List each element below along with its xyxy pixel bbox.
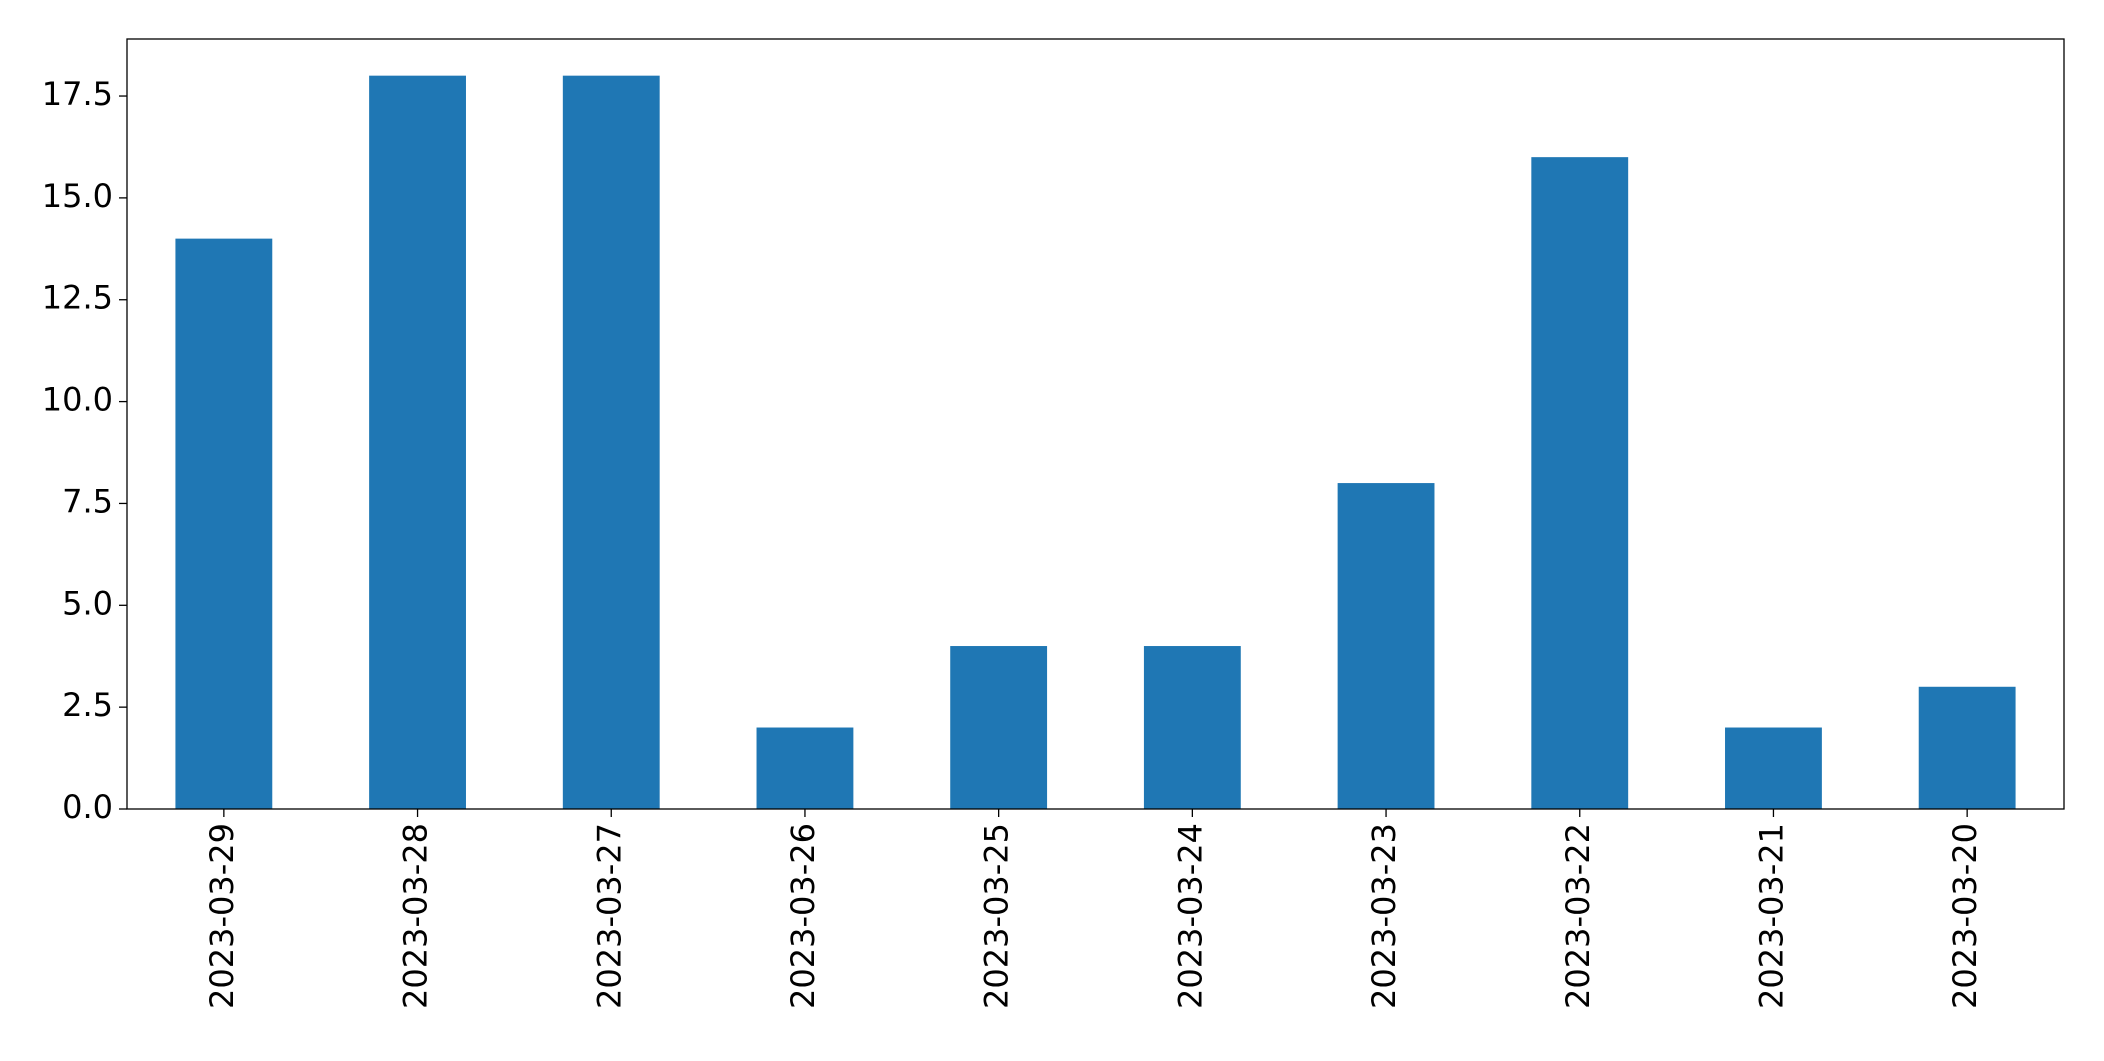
x-tick-label: 2023-03-23 bbox=[1365, 823, 1403, 1009]
y-tick-label: 2.5 bbox=[62, 686, 113, 724]
y-tick-label: 7.5 bbox=[62, 482, 113, 520]
plot-frame bbox=[126, 38, 2065, 810]
bar bbox=[562, 75, 660, 809]
x-tick-label: 2023-03-25 bbox=[978, 823, 1016, 1009]
bar bbox=[1918, 686, 2016, 809]
y-tick-label: 5.0 bbox=[62, 584, 113, 622]
bar bbox=[369, 75, 466, 809]
x-tick-label: 2023-03-26 bbox=[784, 823, 822, 1009]
bar bbox=[1531, 157, 1629, 810]
bar bbox=[175, 238, 273, 809]
x-tick-label: 2023-03-28 bbox=[397, 823, 435, 1009]
x-tick-label: 2023-03-27 bbox=[590, 823, 628, 1009]
x-tick-label: 2023-03-29 bbox=[203, 823, 241, 1009]
bar bbox=[756, 727, 854, 809]
bar bbox=[1725, 727, 1822, 809]
bar bbox=[1337, 483, 1435, 809]
y-tick-label: 15.0 bbox=[42, 177, 113, 215]
bar bbox=[950, 646, 1048, 809]
y-tick-label: 0.0 bbox=[62, 788, 113, 826]
x-tick-label: 2023-03-21 bbox=[1752, 823, 1790, 1009]
y-tick-label: 17.5 bbox=[42, 75, 113, 113]
x-tick-label: 2023-03-24 bbox=[1171, 823, 1209, 1009]
bar bbox=[1143, 646, 1241, 809]
y-tick-label: 10.0 bbox=[42, 381, 113, 419]
x-tick-label: 2023-03-20 bbox=[1946, 823, 1984, 1009]
y-tick-label: 12.5 bbox=[42, 279, 113, 317]
x-tick-label: 2023-03-22 bbox=[1559, 823, 1597, 1009]
